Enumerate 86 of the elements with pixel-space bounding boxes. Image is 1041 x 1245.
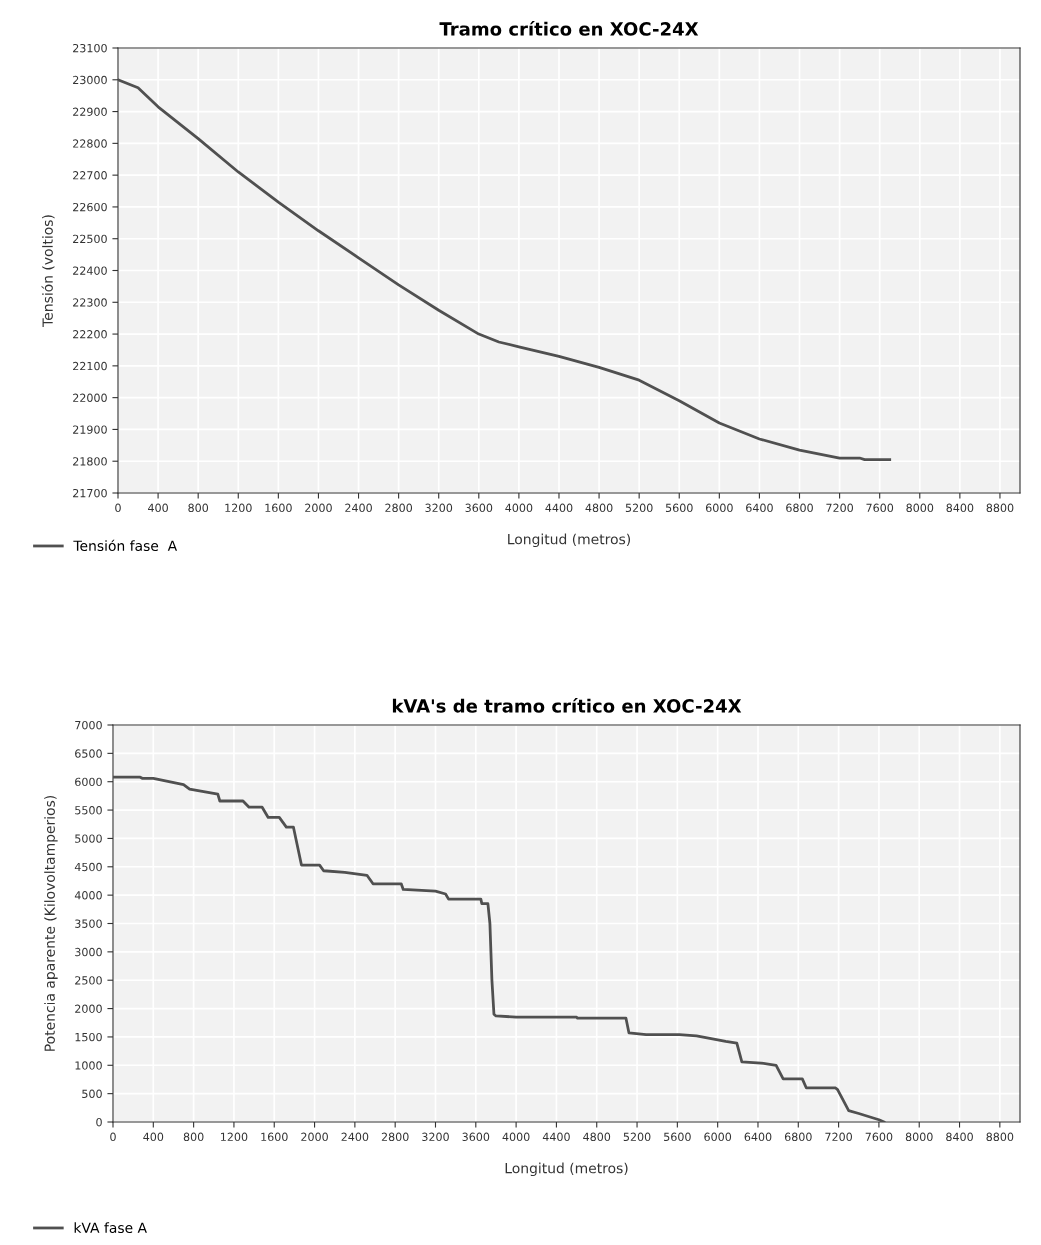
x-tick-label: 1600: [261, 1132, 288, 1142]
chart-title: kVA's de tramo crítico en XOC-24X: [392, 698, 742, 713]
x-tick-label: 8400: [946, 503, 974, 513]
x-tick-label: 4000: [502, 1132, 530, 1142]
y-tick-label: 22000: [73, 393, 107, 403]
x-tick-label: 4400: [545, 503, 573, 513]
x-tick-label: 7600: [866, 503, 894, 513]
x-tick-label: 2400: [341, 1132, 369, 1142]
x-axis-title: Longitud (metros): [508, 533, 631, 548]
x-tick-label: 6800: [784, 1132, 812, 1142]
x-tick-label: 8400: [946, 1132, 973, 1142]
x-tick-label: 400: [143, 1132, 164, 1142]
y-tick-label: 4000: [74, 891, 102, 900]
x-tick-label: 3600: [462, 1132, 490, 1142]
y-tick-label: 21800: [73, 457, 107, 466]
y-tick-label: 23000: [73, 75, 107, 85]
line-series: [118, 78, 892, 462]
line-series: [113, 775, 886, 1122]
y-tick-label: 7000: [75, 720, 102, 730]
y-tick-label: 4500: [74, 862, 102, 872]
x-tick-label: 7200: [825, 1132, 852, 1142]
y-tick-label: 3500: [75, 919, 102, 928]
x-tick-label: 800: [188, 503, 209, 513]
x-tick-label: 0: [110, 1132, 116, 1142]
x-tick-label: 6000: [704, 1132, 732, 1142]
x-tick-label: 0: [115, 503, 121, 513]
x-tick-label: 1200: [221, 1132, 248, 1142]
x-tick-label: 8800: [986, 1132, 1014, 1142]
y-tick-label: 22900: [73, 107, 107, 116]
x-tick-label: 400: [148, 503, 168, 513]
x-tick-label: 8000: [906, 503, 934, 513]
x-tick-label: 2000: [305, 503, 332, 513]
x-tick-label: 6000: [705, 503, 733, 513]
x-tick-label: 7600: [865, 1132, 893, 1142]
y-tick-label: 22500: [73, 234, 107, 244]
chart-title: Tramo crítico en XOC-24X: [439, 21, 699, 36]
y-tick-label: 22700: [73, 171, 107, 180]
x-tick-label: 4400: [542, 1132, 570, 1142]
y-tick-label: 21700: [73, 488, 107, 498]
y-tick-label: 1500: [75, 1032, 102, 1042]
x-tick-label: 2400: [345, 503, 372, 513]
y-tick-label: 5500: [75, 806, 102, 815]
x-tick-label: 1600: [265, 503, 292, 513]
x-tick-label: 4800: [585, 503, 613, 513]
x-tick-label: 3200: [425, 503, 453, 513]
x-tick-label: 1200: [225, 503, 252, 513]
y-tick-label: 21900: [73, 425, 107, 434]
x-tick-label: 4800: [583, 1132, 611, 1142]
x-tick-label: 2800: [381, 1132, 409, 1142]
y-tick-label: 22800: [73, 139, 107, 148]
y-tick-label: 500: [82, 1089, 102, 1099]
y-axis-title: Tensión (voltios): [41, 215, 55, 327]
y-tick-label: 2500: [75, 976, 102, 985]
x-tick-label: 8800: [986, 503, 1014, 513]
x-tick-label: 6400: [746, 503, 773, 513]
x-tick-label: 5600: [665, 503, 693, 513]
y-tick-label: 22100: [73, 361, 107, 371]
x-tick-label: 8000: [905, 1132, 933, 1142]
legend-label: Tensión fase A: [73, 539, 178, 552]
y-tick-label: 22200: [73, 330, 107, 339]
y-axis-title: Potencia aparente (Kilovoltamperios): [44, 795, 58, 1051]
y-tick-label: 6500: [75, 749, 102, 758]
x-tick-label: 2000: [301, 1132, 328, 1142]
y-tick-label: 2000: [75, 1004, 102, 1013]
x-tick-label: 3200: [422, 1132, 449, 1142]
x-tick-label: 4000: [505, 503, 533, 513]
x-tick-label: 6800: [786, 503, 813, 513]
x-tick-label: 3600: [465, 503, 493, 513]
y-tick-label: 1000: [75, 1061, 102, 1070]
y-tick-label: 22600: [73, 202, 107, 212]
y-tick-label: 23100: [73, 43, 107, 53]
legend-label: kVA fase A: [74, 1222, 147, 1234]
x-tick-label: 5600: [664, 1132, 691, 1142]
x-axis-title: Longitud (metros): [505, 1162, 628, 1177]
y-tick-label: 0: [96, 1117, 102, 1127]
x-tick-label: 5200: [623, 1132, 651, 1142]
y-tick-label: 3000: [75, 947, 102, 957]
y-tick-label: 22400: [73, 266, 107, 275]
y-tick-label: 22300: [73, 298, 107, 307]
x-tick-label: 800: [183, 1132, 204, 1142]
x-tick-label: 6400: [744, 1132, 772, 1142]
y-tick-label: 5000: [75, 834, 102, 843]
y-tick-label: 6000: [75, 777, 102, 787]
x-tick-label: 7200: [826, 503, 853, 513]
x-tick-label: 2800: [385, 503, 413, 513]
x-tick-label: 5200: [625, 503, 653, 513]
